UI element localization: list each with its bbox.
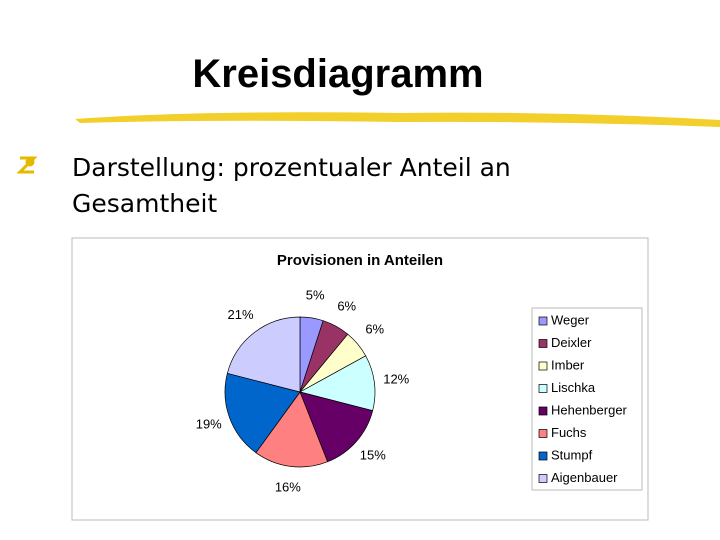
legend-label: Hehenberger	[551, 402, 628, 417]
value-label: 6%	[365, 322, 384, 337]
legend-swatch	[538, 361, 548, 371]
legend-label: Deixler	[551, 335, 592, 350]
pie-slice	[226, 316, 301, 393]
bullet-icon	[16, 156, 38, 174]
bullet-text: Darstellung: prozentualer Anteil an Gesa…	[72, 153, 511, 218]
value-label: 12%	[383, 371, 409, 386]
legend-label: Imber	[551, 357, 585, 372]
value-label: 16%	[275, 480, 301, 495]
legend-label: Fuchs	[551, 425, 587, 440]
title-underline	[75, 112, 720, 127]
legend-swatch	[538, 474, 548, 483]
pie-slice	[255, 391, 329, 468]
slide-title: Kreisdiagramm	[192, 52, 484, 96]
legend-label: Lischka	[551, 380, 596, 395]
legend-swatch	[538, 316, 548, 326]
pie-slice	[224, 372, 301, 454]
legend-swatch	[538, 384, 548, 393]
value-label: 21%	[228, 307, 254, 322]
legend-label: Stumpf	[551, 447, 593, 462]
legend-swatch	[538, 451, 548, 461]
chart-title: Provisionen in Anteilen	[277, 252, 443, 269]
value-label: 15%	[360, 448, 386, 463]
legend-label: Weger	[551, 312, 590, 327]
legend-frame	[531, 307, 643, 491]
value-label: 6%	[337, 298, 356, 313]
value-label: 19%	[196, 416, 222, 431]
pie-slice	[299, 391, 374, 463]
value-label: 5%	[306, 288, 325, 303]
legend-swatch	[538, 339, 548, 348]
legend-swatch	[538, 406, 548, 416]
legend-swatch	[538, 429, 548, 438]
legend-label: Aigenbauer	[551, 470, 618, 485]
